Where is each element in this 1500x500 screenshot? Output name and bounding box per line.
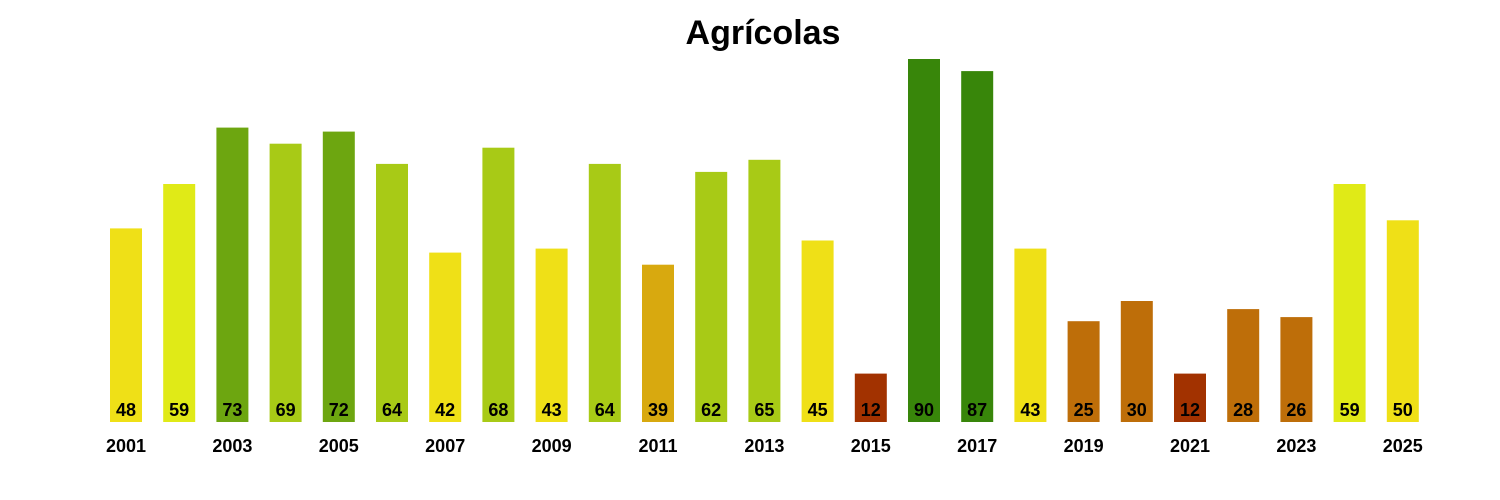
tick-label-2015: 2015	[851, 436, 891, 456]
value-label-2015: 12	[861, 400, 881, 420]
tick-label-2005: 2005	[319, 436, 359, 456]
tick-label-2017: 2017	[957, 436, 997, 456]
bar-2018	[1014, 248, 1047, 422]
tick-label-2023: 2023	[1276, 436, 1316, 456]
bar-2025	[1386, 220, 1419, 422]
bar-2017	[961, 71, 994, 422]
bar-2021	[1174, 373, 1206, 422]
bar-2006	[376, 163, 408, 422]
bar-2016	[908, 59, 940, 422]
bar-2009	[535, 248, 568, 422]
value-label-2017: 87	[967, 400, 987, 420]
tick-label-2021: 2021	[1170, 436, 1210, 456]
bars-group	[110, 59, 1419, 423]
tick-label-2011: 2011	[638, 436, 677, 456]
tick-label-2013: 2013	[744, 436, 784, 456]
tick-label-2025: 2025	[1383, 436, 1423, 456]
value-label-2024: 59	[1340, 400, 1360, 420]
value-label-2014: 45	[808, 400, 828, 420]
value-label-2022: 28	[1233, 400, 1253, 420]
tick-label-2019: 2019	[1064, 436, 1104, 456]
bar-2013	[748, 159, 781, 423]
value-label-2011: 39	[648, 400, 668, 420]
value-label-2021: 12	[1180, 400, 1200, 420]
bar-2003	[216, 127, 249, 422]
value-label-2023: 26	[1286, 400, 1306, 420]
value-label-2016: 90	[914, 400, 934, 420]
bar-2008	[482, 147, 515, 422]
value-label-2013: 65	[754, 400, 774, 420]
value-label-2009: 43	[542, 400, 562, 420]
bar-2010	[588, 163, 621, 422]
bar-2024	[1333, 184, 1366, 422]
bar-2019	[1067, 321, 1100, 422]
value-label-2007: 42	[435, 400, 455, 420]
bar-2012	[695, 171, 728, 422]
tick-label-2009: 2009	[532, 436, 572, 456]
tick-label-2007: 2007	[425, 436, 465, 456]
value-label-2010: 64	[595, 400, 615, 420]
bar-2015	[854, 373, 887, 422]
value-label-2012: 62	[701, 400, 721, 420]
bar-2005	[322, 131, 355, 422]
bar-2011	[642, 264, 674, 422]
tick-label-2001: 2001	[106, 436, 146, 456]
bar-2004	[269, 143, 302, 422]
x-axis-tick-labels: 2001 2003 2005 2007 2009 2011 2013 2015 2017 2019…	[106, 436, 1423, 456]
bar-2020	[1120, 301, 1153, 422]
value-label-2018: 43	[1020, 400, 1040, 420]
bar-2022	[1227, 309, 1260, 422]
value-label-2008: 68	[488, 400, 508, 420]
value-label-2020: 30	[1127, 400, 1147, 420]
value-label-2004: 69	[276, 400, 296, 420]
tick-label-2003: 2003	[212, 436, 252, 456]
bar-2007	[429, 252, 462, 422]
bar-2014	[801, 240, 834, 422]
value-label-2002: 59	[169, 400, 189, 420]
value-labels-group: 48 59 73 69 72 64 42 68 43 64 39 62 65 45 12 90 87 43 25 30…	[116, 400, 1413, 420]
bar-2002	[163, 184, 196, 422]
chart-title: Agrícolas	[686, 14, 841, 52]
value-label-2005: 72	[329, 400, 349, 420]
bar-2001	[110, 228, 142, 422]
value-label-2006: 64	[382, 400, 402, 420]
value-label-2003: 73	[222, 400, 242, 420]
value-label-2025: 50	[1393, 400, 1413, 420]
bar-2023	[1280, 317, 1313, 422]
value-label-2001: 48	[116, 400, 136, 420]
value-label-2019: 25	[1074, 400, 1094, 420]
